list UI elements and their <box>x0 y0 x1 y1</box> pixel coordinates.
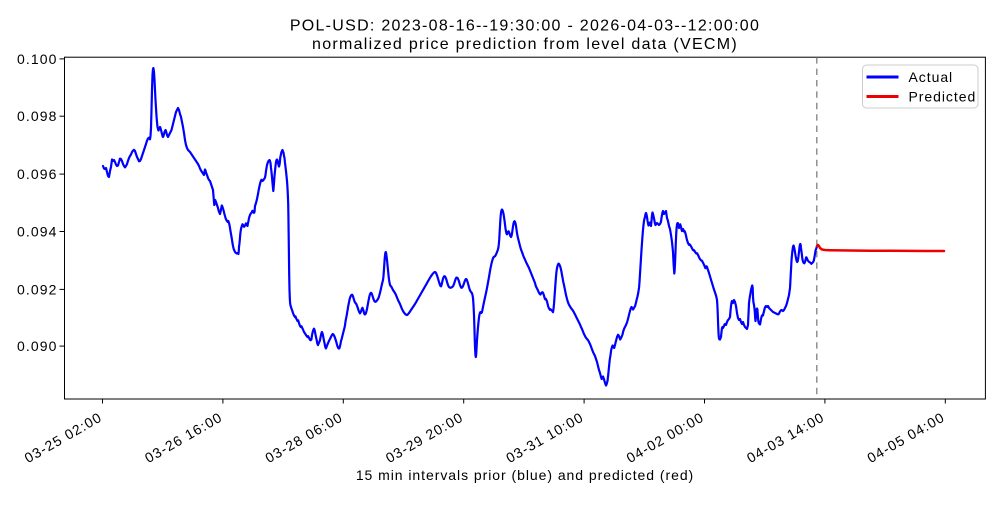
svg-text:Actual: Actual <box>909 69 954 85</box>
svg-text:normalized price prediction fr: normalized price prediction from level d… <box>312 36 738 53</box>
svg-text:0.090: 0.090 <box>17 338 58 354</box>
svg-text:15 min intervals prior (blue): 15 min intervals prior (blue) and predic… <box>356 467 694 483</box>
svg-text:0.092: 0.092 <box>17 281 58 297</box>
svg-text:0.098: 0.098 <box>17 108 58 124</box>
svg-text:0.096: 0.096 <box>17 166 58 182</box>
svg-text:Predicted: Predicted <box>909 88 977 104</box>
svg-text:POL-USD: 2023-08-16--19:30:00: POL-USD: 2023-08-16--19:30:00 - 2026-04-… <box>290 18 760 35</box>
svg-text:0.094: 0.094 <box>17 224 58 240</box>
svg-text:0.100: 0.100 <box>17 51 58 67</box>
